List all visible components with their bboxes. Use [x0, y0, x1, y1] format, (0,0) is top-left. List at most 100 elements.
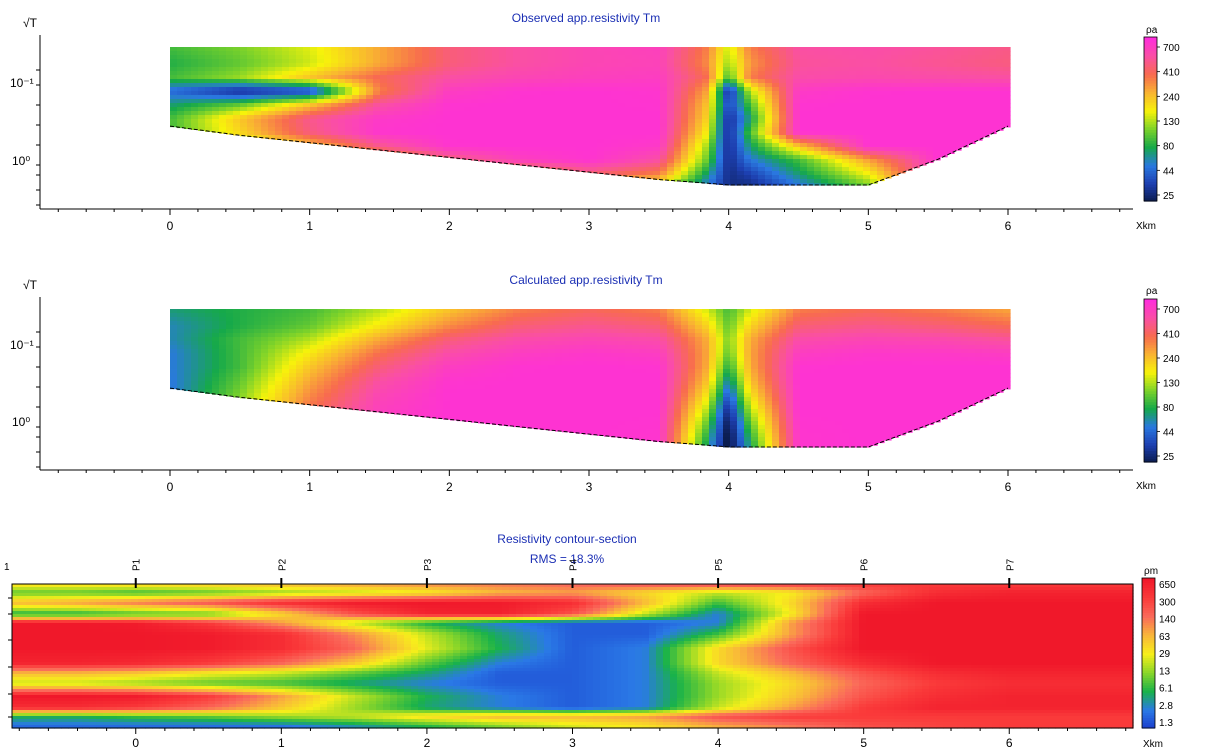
heatmap-cell	[492, 409, 500, 414]
heatmap-cell	[289, 393, 297, 398]
heatmap-cell	[751, 151, 759, 156]
heatmap-cell	[835, 123, 843, 128]
heatmap-cell	[394, 409, 402, 414]
heatmap-cell	[639, 123, 647, 128]
heatmap-cell	[296, 353, 304, 358]
heatmap-cell	[730, 51, 738, 56]
heatmap-cell	[562, 59, 570, 64]
heatmap-cell	[471, 51, 479, 56]
heatmap-cell	[275, 75, 283, 80]
heatmap-cell	[289, 51, 297, 56]
heatmap-cell	[821, 179, 829, 184]
heatmap-cell	[716, 167, 724, 172]
heatmap-cell	[569, 143, 577, 148]
heatmap-cell	[485, 377, 493, 382]
heatmap-cell	[527, 131, 535, 136]
heatmap-cell	[667, 79, 675, 84]
heatmap-cell	[807, 55, 815, 60]
heatmap-cell	[870, 79, 878, 84]
heatmap-cell	[310, 119, 318, 124]
heatmap-cell	[646, 151, 654, 156]
heatmap-cell	[401, 131, 409, 136]
heatmap-cell	[786, 135, 794, 140]
heatmap-cell	[261, 67, 269, 72]
heatmap-cell	[730, 135, 738, 140]
heatmap-cell	[506, 373, 514, 378]
heatmap-cell	[779, 71, 787, 76]
heatmap-cell	[380, 353, 388, 358]
heatmap-cell	[660, 119, 668, 124]
heatmap-cell	[947, 83, 955, 88]
heatmap-cell	[618, 131, 626, 136]
heatmap-cell	[716, 87, 724, 92]
heatmap-cell	[709, 183, 717, 185]
heatmap-cell	[485, 393, 493, 398]
heatmap-cell	[513, 143, 521, 148]
heatmap-cell	[856, 87, 864, 92]
heatmap-cell	[471, 333, 479, 338]
heatmap-cell	[989, 87, 997, 92]
heatmap-cell	[247, 103, 255, 108]
heatmap-cell	[632, 171, 640, 176]
heatmap-cell	[331, 385, 339, 390]
heatmap-cell	[940, 127, 948, 132]
heatmap-cell	[856, 163, 864, 168]
heatmap-cell	[681, 167, 689, 172]
heatmap-cell	[807, 91, 815, 96]
heatmap-cell	[219, 329, 227, 334]
heatmap-cell	[226, 317, 234, 322]
heatmap-cell	[429, 325, 437, 330]
heatmap-cell	[422, 119, 430, 124]
heatmap-cell	[205, 95, 213, 100]
heatmap-cell	[317, 55, 325, 60]
heatmap-cell	[408, 369, 416, 374]
heatmap-cell	[324, 139, 332, 144]
heatmap-cell	[604, 135, 612, 140]
heatmap-cell	[597, 123, 605, 128]
heatmap-cell	[835, 111, 843, 116]
heatmap-cell	[373, 123, 381, 128]
heatmap-cell	[338, 115, 346, 120]
heatmap-cell	[702, 159, 710, 164]
heatmap-cell	[310, 139, 318, 144]
heatmap-cell	[947, 71, 955, 76]
heatmap-cell	[198, 111, 206, 116]
heatmap-cell	[653, 111, 661, 116]
heatmap-cell	[513, 123, 521, 128]
heatmap-cell	[373, 377, 381, 382]
heatmap-cell	[247, 377, 255, 382]
heatmap-cell	[380, 401, 388, 406]
heatmap-cell	[821, 115, 829, 120]
heatmap-cell	[331, 127, 339, 132]
heatmap-cell	[373, 107, 381, 112]
heatmap-cell	[723, 147, 731, 152]
heatmap-cell	[793, 55, 801, 60]
heatmap-cell	[254, 373, 262, 378]
heatmap-cell	[541, 103, 549, 108]
heatmap-cell	[170, 325, 178, 330]
heatmap-cell	[247, 373, 255, 378]
heatmap-cell	[933, 91, 941, 96]
heatmap-cell	[597, 55, 605, 60]
heatmap-cell	[954, 95, 962, 100]
heatmap-cell	[324, 313, 332, 318]
heatmap-cell	[702, 95, 710, 100]
heatmap-cell	[534, 71, 542, 76]
heatmap-cell	[205, 361, 213, 366]
heatmap-cell	[177, 59, 185, 64]
heatmap-cell	[667, 171, 675, 176]
heatmap-cell	[870, 107, 878, 112]
heatmap-cell	[422, 309, 430, 314]
heatmap-cell	[681, 59, 689, 64]
heatmap-cell	[408, 413, 416, 417]
heatmap-cell	[345, 79, 353, 84]
heatmap-cell	[464, 151, 472, 156]
heatmap-cell	[681, 151, 689, 156]
heatmap-cell	[478, 155, 486, 160]
heatmap-cell	[275, 103, 283, 108]
heatmap-cell	[590, 59, 598, 64]
heatmap-cell	[513, 337, 521, 342]
heatmap-cell	[184, 313, 192, 318]
heatmap-cell	[443, 313, 451, 318]
heatmap-cell	[450, 135, 458, 140]
